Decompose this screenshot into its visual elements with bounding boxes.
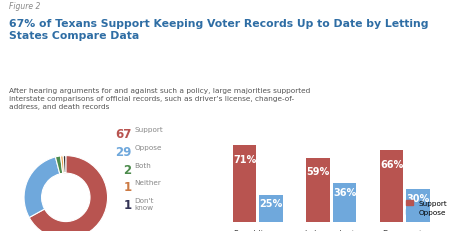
Wedge shape xyxy=(24,157,60,218)
Wedge shape xyxy=(63,156,66,173)
Wedge shape xyxy=(29,156,108,231)
Bar xyxy=(333,183,356,222)
Text: Neither: Neither xyxy=(135,179,162,185)
Text: Don't
know: Don't know xyxy=(135,197,154,210)
Text: Both: Both xyxy=(135,162,151,168)
Text: 2: 2 xyxy=(123,163,131,176)
Bar xyxy=(259,195,283,222)
Wedge shape xyxy=(55,156,63,174)
Text: Support: Support xyxy=(135,127,164,133)
Text: 25%: 25% xyxy=(259,198,283,208)
Bar xyxy=(380,151,403,222)
Text: 1: 1 xyxy=(123,198,131,211)
Text: 36%: 36% xyxy=(333,188,356,198)
Text: 1: 1 xyxy=(123,181,131,194)
Wedge shape xyxy=(61,156,64,173)
Bar xyxy=(233,145,257,222)
Text: Oppose: Oppose xyxy=(135,144,162,150)
Text: 67% of Texans Support Keeping Voter Records Up to Date by Letting
States Compare: 67% of Texans Support Keeping Voter Reco… xyxy=(9,18,429,40)
Text: After hearing arguments for and against such a policy, large majorities supporte: After hearing arguments for and against … xyxy=(9,88,311,109)
Text: 66%: 66% xyxy=(380,159,403,169)
Text: 71%: 71% xyxy=(233,154,256,164)
Text: Figure 2: Figure 2 xyxy=(9,2,41,11)
Legend: Support, Oppose: Support, Oppose xyxy=(403,197,450,218)
Text: 67: 67 xyxy=(115,128,131,141)
Bar xyxy=(406,189,430,222)
Bar xyxy=(306,158,330,222)
Text: 30%: 30% xyxy=(407,193,430,203)
Text: 59%: 59% xyxy=(306,166,330,176)
Text: 29: 29 xyxy=(115,145,131,158)
